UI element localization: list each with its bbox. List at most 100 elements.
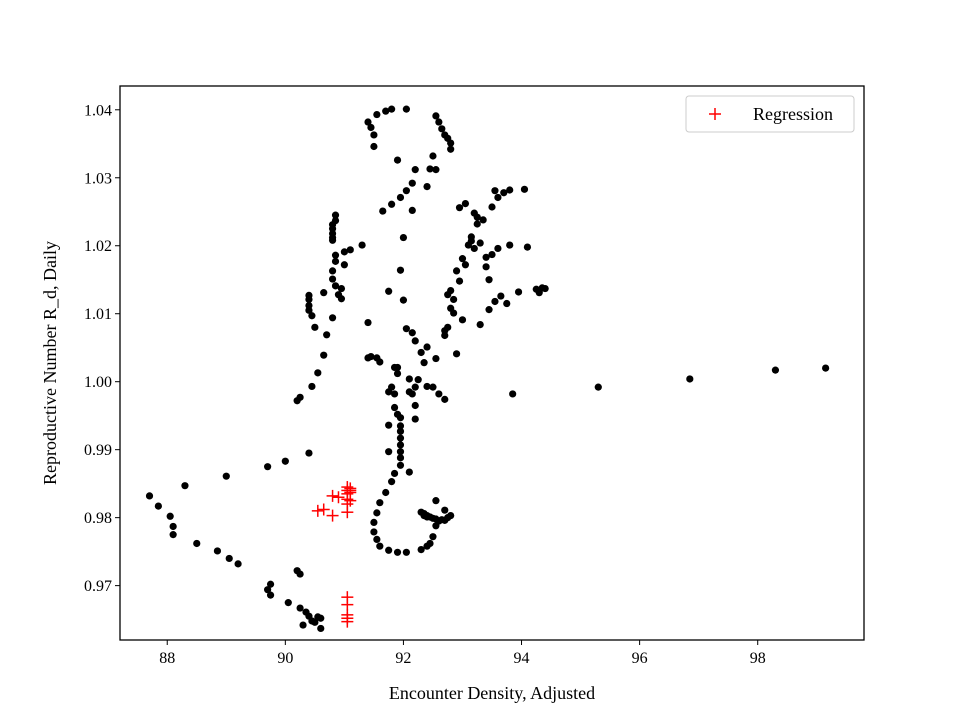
data-point — [370, 518, 378, 527]
data-point — [281, 457, 289, 465]
data-point — [370, 131, 378, 139]
data-point — [411, 415, 419, 423]
data-point — [311, 618, 319, 626]
regression-point — [311, 504, 324, 517]
data-point — [296, 570, 304, 578]
data-point — [234, 560, 242, 568]
data-point — [396, 441, 405, 449]
regression-point — [317, 503, 330, 516]
data-point — [385, 421, 393, 429]
data-point — [441, 395, 449, 403]
data-point — [373, 535, 381, 543]
data-point — [408, 329, 416, 337]
data-point — [503, 299, 511, 308]
plot-background — [120, 86, 864, 640]
data-point — [393, 156, 402, 164]
data-point — [376, 499, 384, 507]
data-point — [411, 383, 419, 391]
regression-point — [341, 615, 354, 628]
data-point — [447, 139, 455, 147]
data-point — [308, 382, 316, 391]
data-point — [423, 382, 431, 391]
data-point — [393, 363, 402, 372]
data-point — [411, 166, 419, 174]
y-tick-label: 1.00 — [84, 374, 112, 391]
points-layer — [145, 105, 830, 633]
data-point — [432, 497, 440, 505]
data-point — [497, 292, 505, 300]
data-point — [328, 314, 337, 322]
data-point — [154, 502, 162, 510]
data-point — [264, 463, 272, 471]
data-point — [213, 547, 222, 555]
data-point — [385, 287, 393, 295]
data-point — [452, 350, 461, 358]
data-point — [317, 624, 325, 633]
data-point — [541, 284, 549, 293]
data-point — [450, 295, 458, 304]
data-point — [435, 390, 443, 398]
data-point — [414, 376, 422, 384]
data-point — [429, 383, 437, 391]
data-point — [337, 284, 346, 293]
data-point — [328, 275, 337, 283]
data-point — [461, 199, 470, 208]
data-point — [447, 512, 455, 520]
data-point — [331, 282, 340, 290]
data-point — [320, 351, 328, 359]
plot-frame — [119, 85, 865, 641]
data-point — [488, 203, 496, 211]
data-point — [396, 193, 405, 202]
data-point — [476, 239, 484, 247]
data-point — [358, 241, 366, 249]
data-point — [346, 246, 354, 254]
x-tick-label: 90 — [277, 650, 293, 667]
data-point — [429, 533, 437, 541]
data-point — [435, 118, 443, 126]
y-tick-label: 1.03 — [84, 170, 112, 187]
data-point — [500, 189, 508, 197]
data-point — [402, 187, 410, 195]
data-point — [331, 257, 340, 265]
data-point — [364, 118, 372, 126]
data-point — [266, 580, 275, 588]
data-point — [317, 614, 325, 622]
data-point — [376, 358, 384, 366]
data-point — [373, 110, 381, 119]
data-point — [423, 343, 431, 351]
data-point — [340, 261, 348, 269]
data-point — [388, 478, 396, 486]
data-point — [494, 193, 502, 202]
data-point — [423, 183, 431, 191]
data-point — [169, 531, 177, 539]
data-point — [314, 369, 322, 377]
data-point — [340, 248, 348, 256]
data-point — [385, 448, 393, 456]
data-point — [447, 287, 455, 295]
data-point — [284, 599, 292, 607]
y-axis-label: Reproductive Number R_d, Daily — [40, 241, 60, 485]
data-point — [771, 366, 780, 374]
data-point — [429, 152, 437, 160]
legend-marker — [709, 108, 721, 120]
data-point — [337, 295, 346, 303]
data-point — [520, 185, 529, 193]
y-axis-ticks: 0.97 0.98 0.99 1.00 1.01 1.02 1.03 1.04 — [84, 102, 120, 595]
regression-point — [326, 489, 339, 502]
data-point — [264, 586, 272, 594]
data-point — [296, 393, 304, 401]
data-point — [399, 233, 408, 242]
data-point — [417, 545, 425, 554]
data-point — [193, 539, 201, 548]
data-point — [299, 621, 307, 629]
data-point — [473, 220, 481, 228]
data-point — [399, 296, 408, 304]
data-point — [266, 591, 275, 599]
data-point — [385, 388, 393, 396]
data-point — [438, 125, 446, 133]
data-point — [405, 388, 413, 396]
data-point — [479, 216, 487, 224]
data-point — [467, 237, 475, 245]
data-point — [382, 107, 390, 115]
